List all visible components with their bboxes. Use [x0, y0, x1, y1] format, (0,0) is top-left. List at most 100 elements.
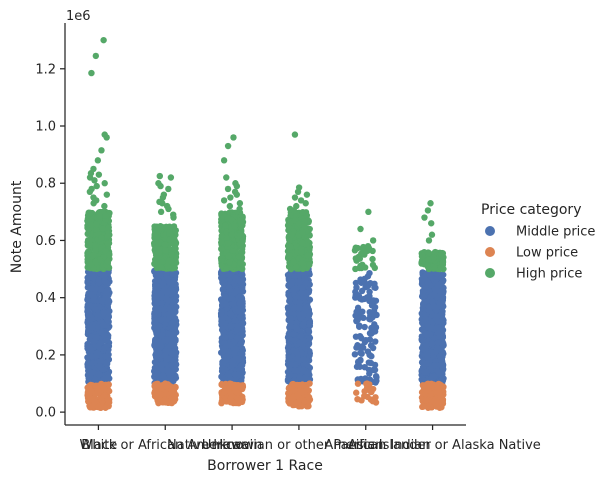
point-middle-price: [369, 344, 377, 352]
point-high-price: [224, 214, 231, 221]
point-middle-price: [431, 362, 438, 369]
point-middle-price: [97, 339, 105, 346]
point-middle-price: [434, 317, 441, 325]
point-middle-price: [354, 358, 362, 366]
point-middle-price: [238, 362, 245, 370]
point-middle-price: [168, 335, 175, 342]
point-low-price: [296, 381, 303, 389]
point-middle-price: [424, 352, 431, 359]
point-middle-price: [370, 307, 378, 315]
point-high-price-outlier: [98, 147, 105, 154]
point-middle-price: [235, 308, 242, 315]
point-middle-price: [88, 291, 95, 298]
point-middle-price: [105, 286, 112, 293]
point-low-price: [102, 404, 109, 411]
point-middle-price: [233, 345, 240, 353]
point-middle-price: [356, 323, 363, 330]
point-middle-price: [418, 326, 426, 333]
point-middle-price: [231, 371, 239, 378]
point-high-price-outlier: [86, 188, 94, 196]
point-middle-price: [426, 271, 434, 278]
point-middle-price: [105, 373, 112, 381]
point-middle-price: [306, 334, 314, 342]
point-middle-price: [153, 308, 160, 315]
point-middle-price: [306, 319, 314, 327]
point-middle-price: [225, 271, 233, 278]
point-middle-price: [93, 333, 101, 341]
point-low-price: [163, 383, 170, 390]
point-middle-price: [159, 372, 167, 379]
point-high-price-outlier: [167, 174, 175, 181]
point-high-price: [236, 231, 244, 239]
point-low-price: [361, 388, 368, 395]
point-middle-price: [231, 317, 239, 324]
point-low-price: [434, 388, 442, 396]
point-high-price: [161, 241, 169, 248]
point-high-price: [166, 236, 174, 243]
point-middle-price: [371, 321, 378, 328]
point-high-price-outlier: [156, 172, 163, 180]
point-high-price: [85, 210, 92, 217]
point-middle-price: [296, 300, 303, 307]
point-middle-price: [155, 338, 163, 345]
point-high-price-outlier: [94, 157, 102, 164]
point-middle-price: [233, 326, 241, 333]
point-high-price-outlier: [95, 171, 103, 178]
point-middle-price: [300, 366, 307, 374]
point-middle-price: [163, 289, 171, 296]
point-low-price: [160, 397, 167, 405]
point-middle-price: [95, 370, 103, 378]
point-low-price: [305, 394, 313, 401]
point-high-price: [89, 252, 97, 259]
point-middle-price: [85, 375, 92, 382]
point-high-price: [235, 253, 243, 260]
point-middle-price: [154, 277, 162, 284]
point-high-price: [222, 222, 229, 229]
point-middle-price: [372, 379, 379, 386]
point-middle-price: [352, 279, 360, 287]
point-middle-price: [103, 361, 110, 369]
point-middle-price: [84, 328, 92, 335]
point-middle-price: [100, 309, 108, 316]
point-middle-price: [226, 284, 233, 291]
point-low-price: [171, 396, 179, 403]
point-high-price-outlier: [226, 202, 234, 210]
point-middle-price: [296, 279, 303, 286]
point-middle-price: [97, 285, 105, 293]
point-middle-price: [89, 274, 97, 281]
point-high-price: [104, 258, 112, 265]
point-high-price: [239, 237, 246, 245]
point-middle-price: [239, 332, 246, 339]
point-middle-price: [232, 274, 239, 282]
point-high-price-outlier: [220, 157, 228, 164]
point-middle-price: [152, 283, 159, 291]
point-low-price: [354, 380, 362, 387]
point-high-price: [226, 259, 233, 266]
point-middle-price: [221, 366, 228, 373]
point-middle-price: [287, 361, 295, 368]
point-middle-price: [366, 336, 374, 343]
point-middle-price: [359, 308, 366, 315]
point-low-price: [354, 395, 361, 403]
point-low-price: [353, 389, 360, 396]
point-high-price-outlier: [223, 174, 230, 181]
point-middle-price: [227, 322, 234, 330]
point-middle-price: [351, 351, 359, 358]
point-middle-price: [437, 288, 444, 295]
points-layer: [84, 36, 447, 412]
point-high-price: [99, 225, 106, 232]
point-low-price: [305, 402, 312, 410]
point-middle-price: [434, 339, 442, 346]
point-middle-price: [366, 315, 373, 323]
point-middle-price: [361, 275, 368, 282]
point-middle-price: [352, 288, 359, 296]
point-middle-price: [85, 343, 92, 350]
point-high-price-outlier: [227, 194, 234, 201]
point-low-price: [95, 387, 102, 395]
point-high-price: [225, 252, 232, 260]
point-middle-price: [160, 306, 168, 314]
point-middle-price: [155, 272, 162, 279]
point-low-price: [221, 386, 229, 394]
point-middle-price: [157, 316, 164, 323]
point-high-price: [93, 221, 100, 228]
